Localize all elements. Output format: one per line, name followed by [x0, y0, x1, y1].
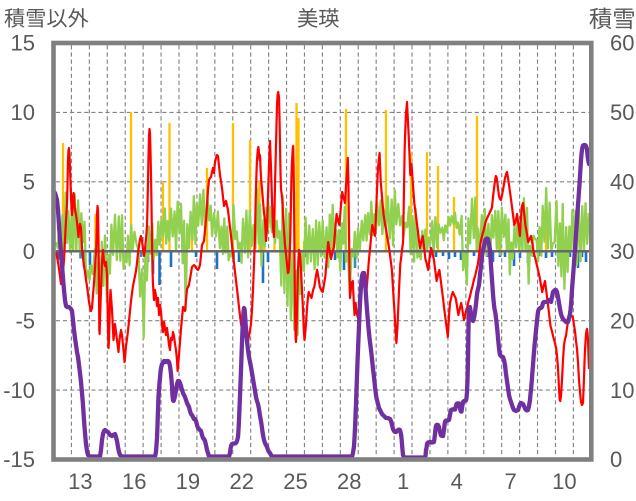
- svg-text:5: 5: [23, 170, 35, 195]
- svg-text:10: 10: [11, 100, 35, 125]
- svg-text:13: 13: [68, 469, 92, 494]
- svg-text:22: 22: [229, 469, 253, 494]
- svg-text:20: 20: [610, 308, 634, 333]
- svg-text:19: 19: [176, 469, 200, 494]
- svg-text:40: 40: [610, 170, 634, 195]
- svg-text:-10: -10: [3, 378, 35, 403]
- svg-text:28: 28: [337, 469, 361, 494]
- svg-text:60: 60: [610, 31, 634, 56]
- svg-text:0: 0: [610, 447, 622, 472]
- svg-text:10: 10: [552, 469, 576, 494]
- svg-text:7: 7: [504, 469, 516, 494]
- svg-text:-15: -15: [3, 447, 35, 472]
- svg-text:1: 1: [397, 469, 409, 494]
- svg-text:30: 30: [610, 239, 634, 264]
- svg-text:15: 15: [11, 31, 35, 56]
- svg-text:4: 4: [451, 469, 463, 494]
- svg-text:50: 50: [610, 100, 634, 125]
- svg-text:0: 0: [23, 239, 35, 264]
- svg-text:16: 16: [122, 469, 146, 494]
- svg-text:10: 10: [610, 378, 634, 403]
- svg-text:-5: -5: [15, 308, 35, 333]
- svg-text:25: 25: [283, 469, 307, 494]
